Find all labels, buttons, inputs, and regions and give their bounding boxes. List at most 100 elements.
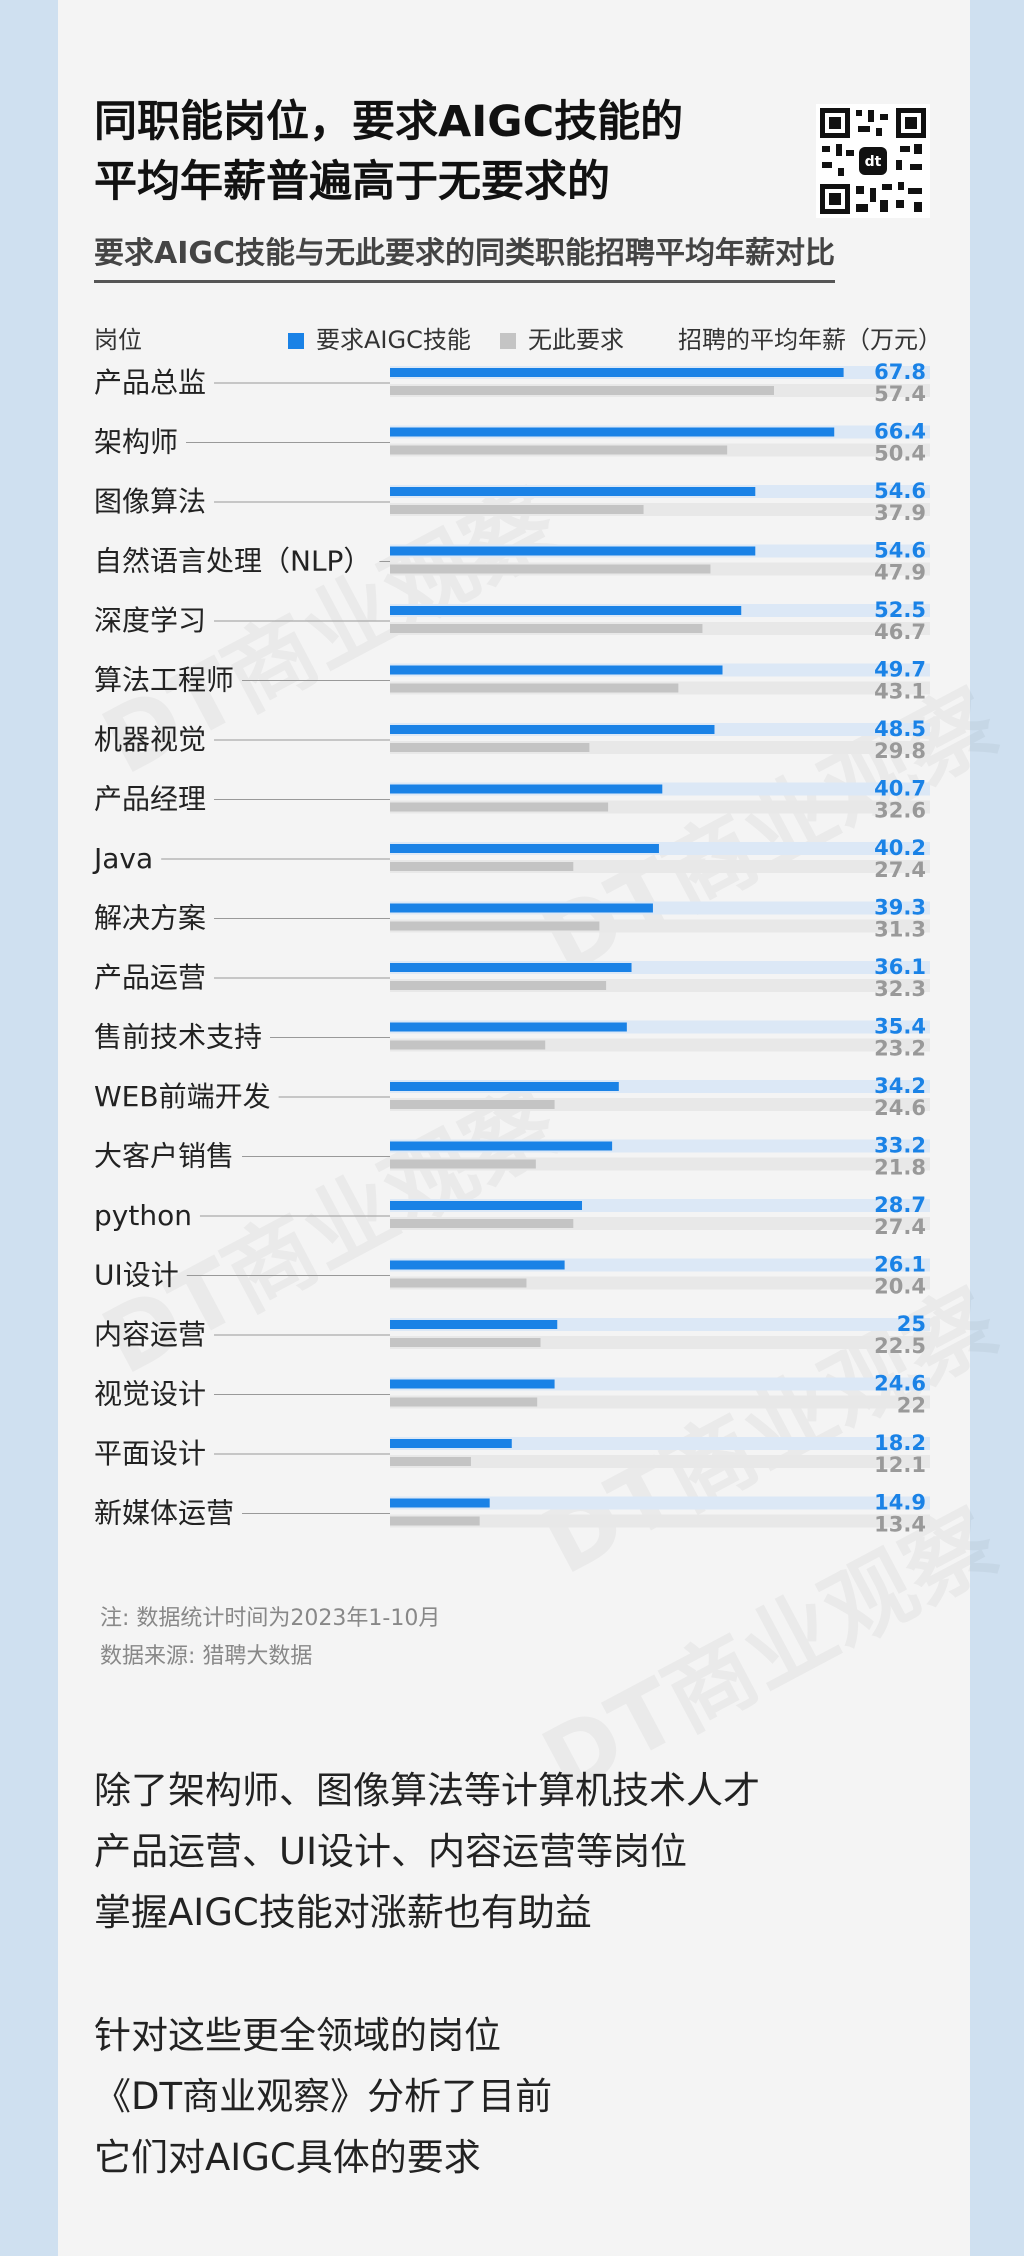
value-label-aigc: 34.2 [874,1074,926,1098]
bar-aigc [390,784,663,794]
bar-aigc [390,427,835,437]
category-label: 大客户销售 [94,1140,234,1173]
bar-track-aigc [390,1437,930,1450]
value-label-aigc: 40.7 [874,777,926,801]
bar-aigc [390,606,742,615]
bar-aigc [390,1260,565,1270]
category-label: 内容运营 [94,1318,206,1351]
bar-track-none [390,1514,930,1528]
value-label-aigc: 40.2 [874,836,926,860]
paragraph-2: 针对这些更全领域的岗位 《DT商业观察》分析了目前 它们对AIGC具体的要求 [94,2005,552,2188]
value-label-none: 20.4 [874,1275,926,1299]
bar-aigc [390,844,659,853]
value-label-aigc: 49.7 [874,658,926,682]
bar-aigc [390,1022,627,1032]
value-label-aigc: 33.2 [874,1134,926,1158]
value-label-aigc: 54.6 [874,479,926,503]
bar-none [390,624,703,633]
bar-none [390,1040,546,1050]
bar-none [390,1457,471,1466]
category-label: Java [92,842,153,875]
value-label-aigc: 66.4 [874,420,926,444]
bar-aigc [390,1439,512,1448]
value-header: 招聘的平均年薪（万元） [678,326,942,354]
value-label-none: 24.6 [874,1096,926,1120]
category-label: 自然语言处理（NLP） [94,545,371,578]
page-card: 同职能岗位，要求AIGC技能的 平均年薪普遍高于无要求的 dt 要求AIGC技能… [58,0,970,2256]
value-label-none: 27.4 [874,1215,926,1239]
category-label: 架构师 [94,426,178,459]
bar-aigc [390,1379,555,1389]
category-label: UI设计 [94,1259,179,1292]
category-header: 岗位 [94,326,142,354]
bar-aigc [390,1201,583,1210]
value-label-none: 32.3 [874,977,926,1001]
bar-aigc [390,546,756,556]
category-label: 深度学习 [94,604,206,637]
bar-aigc [390,1082,619,1091]
value-label-aigc: 35.4 [874,1015,926,1039]
bar-none [390,802,609,812]
paragraph-1-line-1: 除了架构师、图像算法等计算机技术人才 [94,1769,760,1812]
bar-track-aigc [390,1496,930,1510]
title-line-1: 同职能岗位，要求AIGC技能的 [94,97,684,147]
value-label-none: 13.4 [874,1513,926,1537]
value-label-none: 21.8 [874,1156,926,1180]
chart-subtitle: 要求AIGC技能与无此要求的同类职能招聘平均年薪对比 [94,228,836,283]
paragraph-1: 除了架构师、图像算法等计算机技术人才 产品运营、UI设计、内容运营等岗位 掌握A… [94,1760,760,1943]
category-label: 产品总监 [94,366,206,399]
value-label-none: 22.5 [874,1334,926,1358]
value-label-none: 57.4 [874,382,926,406]
value-label-none: 27.4 [874,858,926,882]
bar-aigc [390,963,632,972]
bar-none [390,921,600,931]
paragraph-2-line-3: 它们对AIGC具体的要求 [94,2136,481,2179]
note-source: 数据来源: 猎聘大数据 [100,1644,313,1669]
paragraph-1-line-2: 产品运营、UI设计、内容运营等岗位 [94,1830,687,1873]
paragraph-2-line-1: 针对这些更全领域的岗位 [94,2014,501,2057]
value-label-aigc: 14.9 [874,1491,926,1515]
category-label: 算法工程师 [94,664,234,697]
paragraph-1-line-3: 掌握AIGC技能对涨薪也有助益 [94,1891,592,1934]
qr-code-icon[interactable]: dt [816,104,930,218]
value-label-none: 43.1 [874,680,926,704]
bar-none [390,683,679,693]
bar-aigc [390,1498,490,1508]
value-label-none: 32.6 [874,799,926,823]
category-label: 机器视觉 [94,723,206,756]
bar-none [390,1159,536,1169]
category-label: 新媒体运营 [94,1497,234,1530]
legend-swatch-aigc [288,333,304,349]
value-label-aigc: 48.5 [874,717,926,741]
category-label: 产品经理 [94,783,206,816]
paragraph-2-line-2: 《DT商业观察》分析了目前 [94,2075,553,2118]
bar-aigc [390,487,756,496]
value-label-aigc: 26.1 [874,1253,926,1277]
bar-none [390,1338,541,1347]
bar-aigc [390,368,844,377]
bar-none [390,1397,538,1407]
value-label-none: 22 [897,1394,926,1418]
bar-aigc [390,903,653,913]
bar-track-none [390,1455,930,1468]
value-label-none: 46.7 [874,620,926,644]
title-line-2: 平均年薪普遍高于无要求的 [94,157,610,207]
note-date: 注: 数据统计时间为2023年1-10月 [100,1606,441,1631]
value-label-none: 31.3 [874,918,926,942]
bar-aigc [390,1141,613,1151]
chart-title: 同职能岗位，要求AIGC技能的 平均年薪普遍高于无要求的 [94,92,734,212]
value-label-aigc: 52.5 [874,598,926,622]
bar-aigc [390,725,715,734]
category-label: 平面设计 [94,1437,206,1470]
bar-none [390,1278,527,1288]
legend-label-none: 无此要求 [528,326,624,354]
value-label-aigc: 39.3 [874,896,926,920]
legend-item-none: 无此要求 [500,320,624,355]
bar-none [390,386,775,395]
bar-aigc [390,1320,558,1329]
qr-badge: dt [865,154,882,170]
bar-aigc [390,665,723,675]
value-label-aigc: 67.8 [874,360,926,384]
value-label-aigc: 18.2 [874,1431,926,1455]
